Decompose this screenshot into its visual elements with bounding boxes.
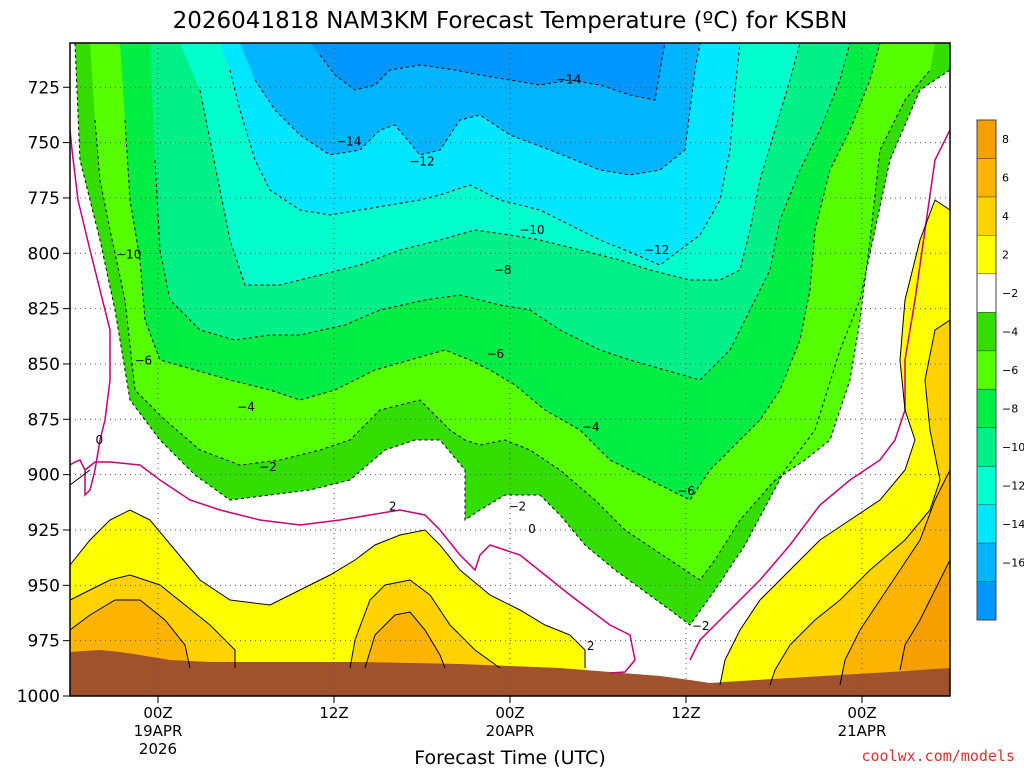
colorbar-band (977, 466, 996, 505)
y-tick-label: 825 (28, 300, 60, 320)
x-tick-label: 00Z (847, 704, 876, 722)
y-tick-label: 925 (28, 521, 60, 541)
colorbar-label: 6 (1002, 172, 1009, 185)
x-tick-year: 2026 (139, 740, 177, 758)
colorbar-band (977, 273, 996, 313)
x-tick-label: 00Z (495, 704, 524, 722)
colorbar-label: 8 (1002, 133, 1009, 146)
y-tick-label: 1000 (17, 687, 60, 707)
colorbar-band (977, 427, 996, 467)
x-tick-label: 12Z (671, 704, 700, 722)
y-axis: 725 750 775 800 825 850 875 900 925 950 975 1000 (17, 78, 70, 707)
colorbar-label: −2 (1002, 287, 1018, 300)
colorbar-label: −10 (1002, 441, 1024, 454)
solid-isotherms (70, 199, 950, 686)
colorbar-band (977, 120, 996, 159)
colorbar-band (977, 350, 996, 390)
colorbar-label: −16 (1002, 556, 1024, 569)
contour-label: −4 (582, 420, 600, 434)
colorbar-frame (976, 119, 997, 621)
y-tick-label: 875 (28, 410, 60, 430)
colorbar-band (977, 543, 996, 582)
chart-title: 2026041818 NAM3KM Forecast Temperature (… (173, 8, 848, 34)
colorbar-band (977, 235, 996, 274)
contour-label: −4 (237, 400, 255, 414)
contour-label: −8 (494, 263, 512, 277)
contour-label: −12 (409, 154, 434, 168)
colorbar-label: −4 (1002, 326, 1018, 339)
y-tick-label: 950 (28, 576, 60, 596)
credit-text: coolwx.com/models (861, 747, 1015, 765)
colorbar-label: −6 (1002, 364, 1018, 377)
colorbar-band (977, 504, 996, 544)
contour-label: −14 (336, 134, 361, 148)
colorbar-label: 4 (1002, 210, 1009, 223)
colorbar-band (977, 312, 996, 351)
colorbar-label: −12 (1002, 479, 1024, 492)
y-tick-label: 725 (28, 78, 60, 98)
contour-label: −2 (508, 500, 526, 514)
x-tick-date: 21APR (838, 722, 887, 740)
x-tick-label: 12Z (319, 704, 348, 722)
colorbar-band (977, 158, 996, 197)
contour-label: −10 (116, 247, 141, 261)
contour-label: 0 (528, 522, 536, 536)
band-6-to-8-mid (365, 612, 445, 668)
x-tick-date: 19APR (134, 722, 183, 740)
band-minus-16-to-minus-18 (310, 43, 665, 100)
y-tick-label: 800 (28, 244, 60, 264)
contour-label: −10 (519, 223, 544, 237)
y-tick-label: 850 (28, 355, 60, 375)
contour-label: 0 (96, 433, 104, 447)
colorbar-label: 2 (1002, 249, 1009, 262)
colorbar-label: −14 (1002, 518, 1024, 531)
y-tick-label: 975 (28, 632, 60, 652)
grid-lines (70, 43, 950, 696)
colorbar-band (977, 196, 996, 236)
band-8-to-10-right (900, 560, 950, 670)
y-tick-label: 900 (28, 466, 60, 486)
contour-label: −6 (677, 484, 695, 498)
contour-label: 2 (587, 639, 595, 653)
y-tick-label: 750 (28, 134, 60, 154)
x-tick-label: 00Z (143, 704, 172, 722)
y-tick-label: 775 (28, 189, 60, 209)
contour-label: −14 (556, 72, 581, 86)
colorbar-label: −8 (1002, 402, 1018, 415)
contour-label: −2 (259, 460, 277, 474)
x-tick-date: 20APR (486, 722, 535, 740)
contour-label: −2 (692, 619, 710, 633)
colorbar-band (977, 389, 996, 428)
contour-label: −12 (644, 243, 669, 257)
colorbar-band (977, 581, 996, 620)
contour-label: −6 (134, 354, 152, 368)
contour-label: 2 (389, 500, 397, 514)
contour-label: −6 (486, 347, 504, 361)
isotherm-zero (70, 129, 950, 674)
colorbar: 8 6 4 2 −2 −4 −6 −8 −10 −12 −14 −16 (976, 119, 1024, 621)
x-axis-label: Forecast Time (UTC) (414, 747, 605, 768)
